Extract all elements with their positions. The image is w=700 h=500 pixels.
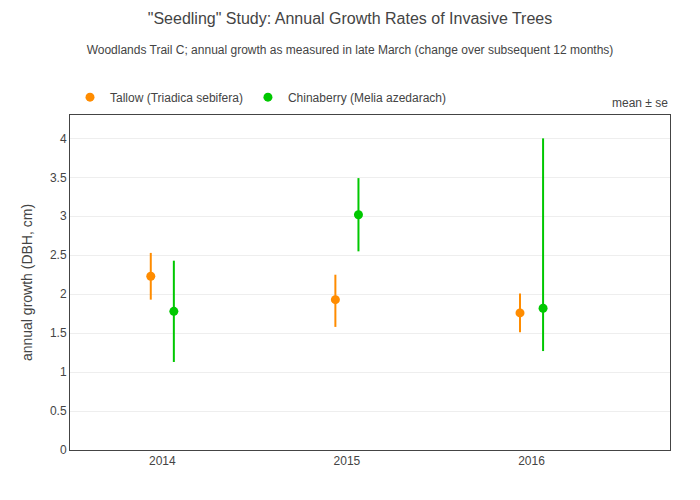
svg-text:0: 0 (60, 443, 67, 457)
svg-text:Chinaberry (Melia azedarach): Chinaberry (Melia azedarach) (288, 91, 446, 105)
svg-text:1.5: 1.5 (50, 326, 67, 340)
svg-text:2016: 2016 (518, 454, 545, 468)
svg-text:2.5: 2.5 (50, 248, 67, 262)
svg-text:Woodlands Trail C; annual grow: Woodlands Trail C; annual growth as meas… (87, 43, 614, 57)
svg-text:1: 1 (60, 365, 67, 379)
svg-text:Tallow (Triadica sebifera): Tallow (Triadica sebifera) (110, 91, 243, 105)
svg-text:2015: 2015 (334, 454, 361, 468)
svg-text:2: 2 (60, 287, 67, 301)
svg-text:4: 4 (60, 132, 67, 146)
svg-text:3.5: 3.5 (50, 171, 67, 185)
svg-text:0.5: 0.5 (50, 404, 67, 418)
svg-text:annual growth (DBH, cm): annual growth (DBH, cm) (19, 204, 35, 361)
svg-text:3: 3 (60, 209, 67, 223)
svg-text:"Seedling" Study: Annual Growt: "Seedling" Study: Annual Growth Rates of… (148, 10, 552, 27)
svg-text:2014: 2014 (149, 454, 176, 468)
svg-text:mean ± se: mean ± se (612, 96, 668, 110)
